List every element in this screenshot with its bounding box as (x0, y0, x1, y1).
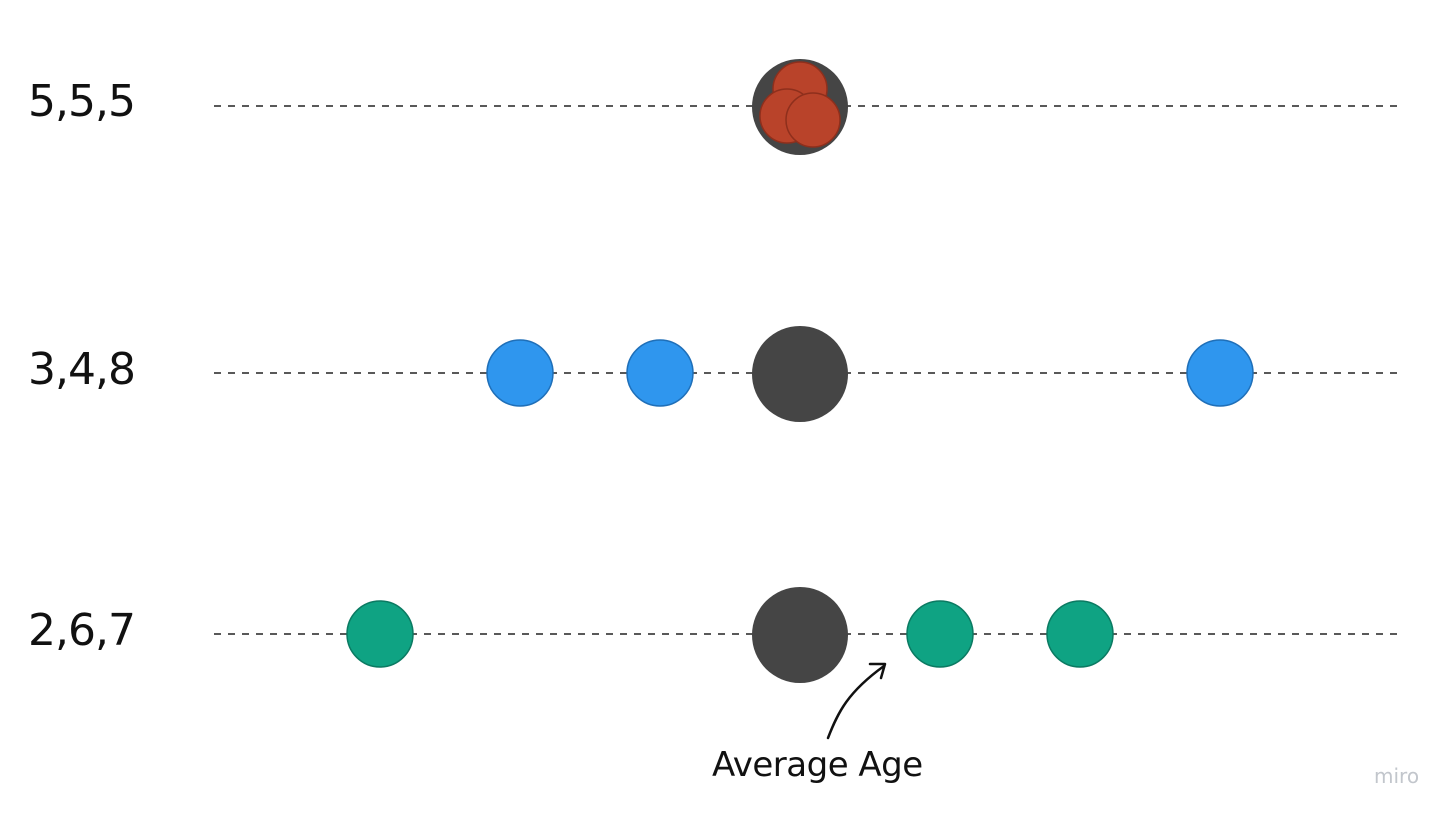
average-marker (752, 326, 848, 422)
miro-watermark: miro (1374, 764, 1420, 788)
value-dot (906, 600, 974, 668)
average-marker (752, 587, 848, 683)
annotation-arrowhead-icon (868, 662, 887, 680)
value-dot (346, 600, 414, 668)
row-label-267: 2,6,7 (28, 605, 136, 656)
value-dot (486, 339, 554, 407)
average-age-annotation: Average Age (712, 745, 923, 785)
row-label-555: 5,5,5 (28, 76, 136, 127)
value-dot (626, 339, 694, 407)
value-dot (1186, 339, 1254, 407)
value-dot (1046, 600, 1114, 668)
value-dot (785, 92, 841, 148)
annotation-arrow (826, 664, 886, 740)
row-label-348: 3,4,8 (28, 344, 136, 395)
